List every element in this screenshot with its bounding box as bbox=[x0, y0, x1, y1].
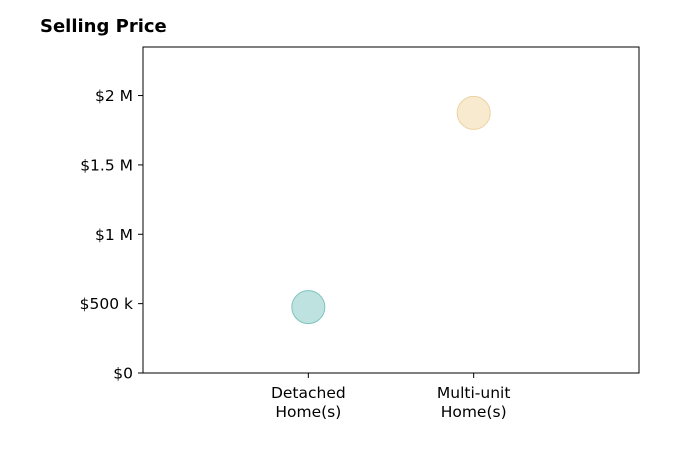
x-tick-label: Multi-unit Home(s) bbox=[437, 384, 511, 421]
x-axis: Detached Home(s) Multi-unit Home(s) bbox=[271, 373, 510, 421]
x-tick-label: Detached Home(s) bbox=[271, 384, 346, 421]
data-points bbox=[291, 95, 491, 325]
plot-frame bbox=[142, 46, 640, 374]
y-tick-label: $0 bbox=[113, 365, 133, 383]
data-point bbox=[456, 95, 491, 130]
y-tick-label: $1 M bbox=[95, 226, 133, 244]
y-tick-label: $1.5 M bbox=[80, 156, 133, 174]
data-point bbox=[291, 290, 326, 325]
y-tick-label: $2 M bbox=[95, 87, 133, 105]
y-axis: $0 $500 k $1 M $1.5 M $2 M bbox=[80, 87, 143, 383]
chart-title: Selling Price bbox=[40, 16, 167, 37]
y-tick-label: $500 k bbox=[80, 295, 133, 313]
